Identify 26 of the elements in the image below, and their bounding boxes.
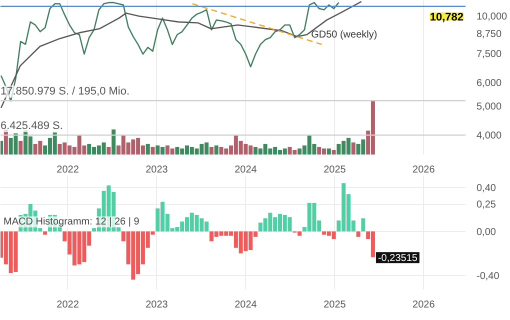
y-tick-label: 0,00	[476, 226, 496, 238]
x-tick-label: 2023	[146, 164, 168, 176]
series-label: GD50 (weekly)	[311, 30, 378, 41]
x-tick-label: 2024	[234, 164, 258, 176]
x-tick-label: 2024	[234, 300, 258, 310]
y-tick-label: 4,000	[476, 130, 502, 142]
ref-line-label: 6.425.489 S.	[0, 120, 63, 132]
x-tick-label: 2026	[412, 164, 436, 176]
x-tick-label: 2025	[324, 164, 346, 176]
annotation: MACD Histogramm: 12 | 26 | 9	[4, 216, 140, 228]
y-tick-label: -0,40	[476, 270, 500, 282]
annotation: -0,23515	[378, 253, 418, 264]
x-tick-label: 2026	[412, 300, 436, 310]
x-tick-label: 2023	[146, 300, 168, 310]
y-tick-label: 0,40	[476, 183, 496, 194]
y-tick-label: 8,750	[476, 28, 502, 40]
ref-line-label: 17.850.979 S. / 195,0 Mio.	[0, 86, 130, 98]
y-tick-label: 6,000	[476, 78, 502, 89]
x-tick-label: 2022	[56, 164, 80, 176]
y-tick-label: 10,000	[476, 12, 508, 23]
y-tick-label: 7,500	[476, 48, 502, 60]
y-tick-label: 0,25	[476, 200, 496, 210]
ref-line-label: 10,782	[430, 11, 464, 24]
x-tick-label: 2025	[324, 300, 346, 310]
x-tick-label: 2022	[56, 300, 80, 310]
y-tick-label: 5,000	[476, 102, 502, 113]
